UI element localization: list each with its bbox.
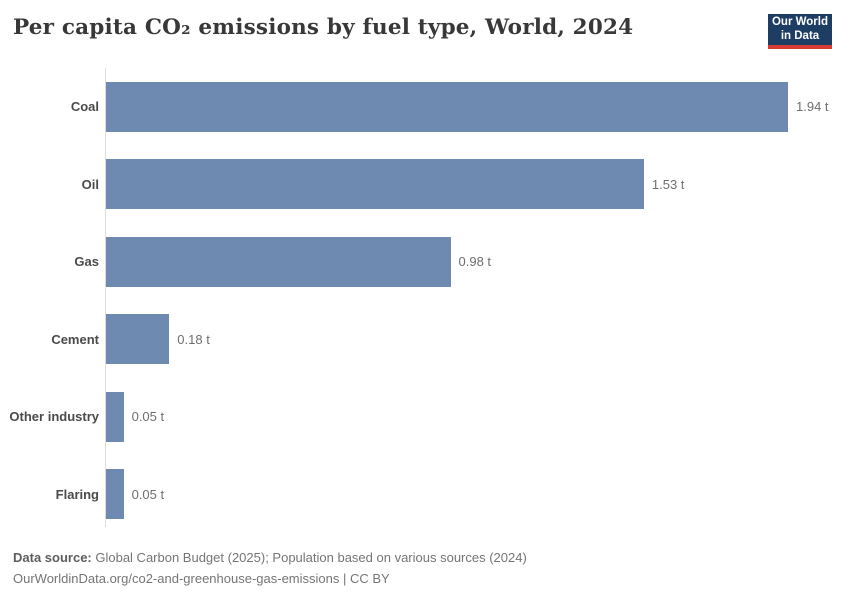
category-label: Cement: [51, 331, 99, 347]
data-source-label: Data source:: [13, 550, 92, 565]
category-label: Coal: [70, 99, 99, 115]
chart-footer: Data source: Global Carbon Budget (2025)…: [13, 547, 837, 589]
bar[interactable]: [106, 81, 788, 132]
bar-chart: Coal 1.94 t Oil 1.53 t Gas 0.98 t Cement 0.18 t…: [0, 68, 850, 533]
bar[interactable]: [106, 391, 124, 442]
bar-row: Cement 0.18 t: [0, 301, 850, 379]
value-label: 0.18 t: [177, 331, 210, 347]
value-label: 0.98 t: [458, 254, 492, 270]
bar-row: Coal 1.94 t: [0, 68, 850, 146]
bar-row: Gas 0.98 t: [0, 223, 850, 301]
y-axis-line: [105, 68, 106, 527]
bar-row: Other industry 0.05 t: [0, 378, 850, 456]
bar-rows: Coal 1.94 t Oil 1.53 t Gas 0.98 t Cement 0.18 t…: [0, 68, 850, 533]
owid-logo-line1: Our World: [771, 15, 828, 28]
category-label: Gas: [74, 254, 99, 270]
data-source-text: Global Carbon Budget (2025); Population …: [91, 550, 527, 565]
owid-logo: Our World in Data: [768, 14, 832, 49]
value-label: 0.05 t: [131, 409, 165, 425]
chart-title: Per capita CO₂ emissions by fuel type, W…: [13, 15, 634, 40]
bar[interactable]: [106, 236, 451, 287]
license-line: OurWorldinData.org/co2-and-greenhouse-ga…: [13, 571, 390, 586]
bar-row: Flaring 0.05 t: [0, 456, 850, 534]
owid-logo-line2: in Data: [780, 29, 820, 42]
chart-header: Per capita CO₂ emissions by fuel type, W…: [13, 14, 832, 49]
bar-row: Oil 1.53 t: [0, 146, 850, 224]
bar[interactable]: [106, 314, 170, 365]
value-label: 1.53 t: [651, 176, 685, 192]
category-label: Other industry: [9, 409, 99, 425]
bar[interactable]: [106, 159, 644, 210]
value-label: 1.94 t: [796, 99, 829, 115]
category-label: Oil: [81, 176, 99, 192]
value-label: 0.05 t: [131, 486, 165, 502]
data-source-line: Data source: Global Carbon Budget (2025)…: [13, 547, 837, 568]
category-label: Flaring: [55, 486, 99, 502]
bar[interactable]: [106, 469, 124, 520]
